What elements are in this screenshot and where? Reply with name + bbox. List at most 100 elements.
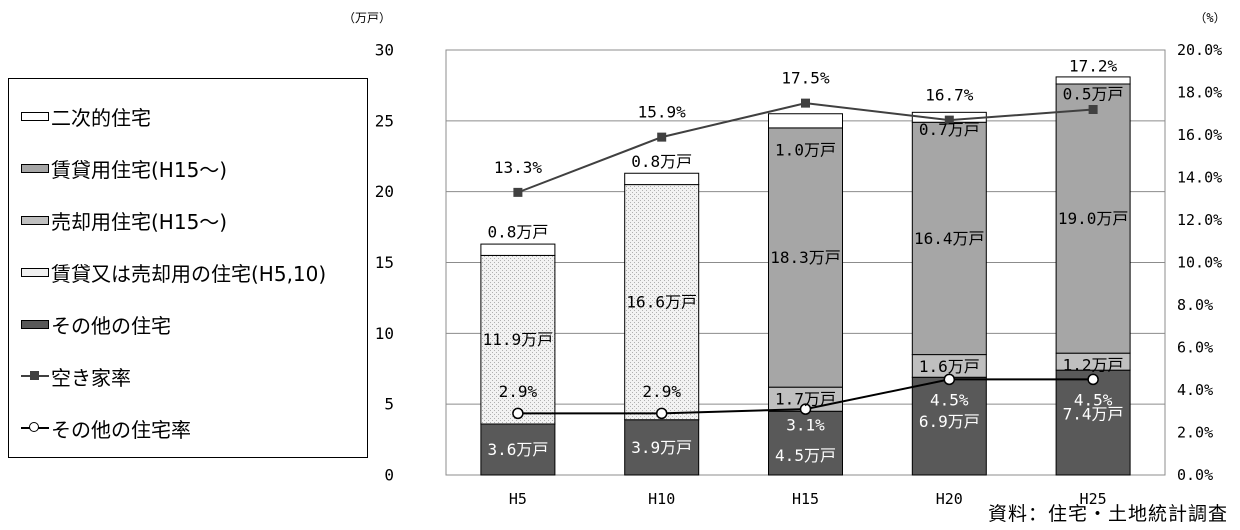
vacancy-rate-label: 15.9% (638, 103, 687, 122)
other-housing-rate-marker (943, 373, 956, 386)
bar-data-label: 7.4万戸 (1063, 405, 1124, 424)
bar-data-label: 0.8万戸 (487, 223, 548, 242)
y-right-tick-label: 0.0% (1177, 466, 1213, 484)
y-left-tick-label: 15 (375, 253, 394, 272)
legend-label: その他の住宅 (51, 313, 171, 338)
vacancy-rate-marker (657, 132, 667, 142)
legend-swatch-secondary-housing (21, 111, 49, 121)
data-labels: 3.6万戸 11.9万戸 0.8万戸 3.9万戸 16.6万戸 0.8万戸 4.5万戸 1.7… (483, 57, 1129, 465)
y-right-tick-label: 12.0% (1177, 211, 1222, 229)
bar-segment (1055, 83, 1131, 354)
axes: 0 5 10 15 20 25 30 0.0% 2.0% 4.0% 6.0% 8.0% 10.0% 12.… (343, 11, 1226, 508)
y-left-tick-label: 5 (384, 395, 394, 414)
legend-label: 賃貸用住宅(H15～) (51, 157, 228, 182)
other-housing-rate-label: 3.1% (786, 416, 825, 435)
bar-data-label: 1.2万戸 (1063, 356, 1124, 375)
legend: 二次的住宅 賃貸用住宅(H15～) 売却用住宅(H15～) 賃貸又は売却用の住宅… (8, 78, 368, 458)
y-right-unit-label: （%） (1194, 11, 1225, 25)
legend-label: 売却用住宅(H15～) (51, 209, 228, 234)
y-left-tick-label: 0 (384, 466, 394, 485)
x-tick-label: H25 (1080, 490, 1107, 508)
y-right-tick-label: 8.0% (1177, 296, 1213, 314)
bar-data-label: 16.6万戸 (626, 293, 697, 312)
other-housing-rate-marker (655, 407, 668, 420)
bar-segment (624, 172, 700, 186)
bar-data-label: 1.7万戸 (775, 390, 836, 409)
bar-data-label: 1.0万戸 (775, 140, 836, 159)
bar-segment (768, 113, 843, 129)
legend-label: 賃貸又は売却用の住宅(H5,10) (51, 261, 327, 286)
legend-item-other-housing-rate: その他の住宅率 (21, 413, 191, 443)
bar-segment (480, 243, 556, 256)
y-left-tick-label: 25 (375, 111, 394, 130)
bar-segment (624, 184, 700, 421)
x-tick-label: H20 (936, 490, 963, 508)
bar-data-label: 16.4万戸 (914, 229, 985, 248)
y-left-tick-label: 20 (375, 182, 394, 201)
other-housing-rate-label: 2.9% (499, 382, 538, 401)
y-right-tick-label: 16.0% (1177, 126, 1222, 144)
y-left-tick-label: 30 (375, 41, 394, 60)
other-housing-rate-label: 2.9% (642, 382, 681, 401)
bar-data-label: 0.5万戸 (1063, 84, 1124, 103)
vacancy-rate-label: 17.2% (1069, 57, 1118, 76)
vacancy-rate-label: 17.5% (781, 69, 830, 88)
y-right-tick-label: 6.0% (1177, 339, 1213, 357)
bar-data-label: 3.6万戸 (487, 440, 548, 459)
bar-segment (1055, 369, 1131, 476)
bar-segment (911, 121, 987, 356)
vacancy-rate-marker (801, 98, 810, 108)
legend-item-secondary-housing: 二次的住宅 (21, 101, 151, 131)
other-housing-rate-marker (1087, 373, 1099, 386)
legend-label: 二次的住宅 (51, 105, 151, 130)
bar-data-label: 0.8万戸 (631, 152, 692, 171)
legend-swatch-rental-or-sale-housing (21, 267, 49, 277)
vacancy-rate-label: 13.3% (494, 158, 543, 177)
legend-swatch-other-housing (21, 319, 49, 329)
legend-swatch-sale-housing (21, 215, 49, 225)
y-left-unit-label: （万戸） (343, 11, 391, 25)
legend-swatch-rental-housing (21, 163, 49, 173)
vacancy-rate-marker (513, 187, 523, 197)
lines (512, 98, 1099, 420)
other-housing-rate-marker (512, 407, 524, 420)
legend-swatch-vacancy-rate (21, 370, 49, 382)
x-tick-label: H10 (648, 490, 675, 508)
bar-data-label: 1.6万戸 (919, 357, 980, 376)
bar-segment (480, 423, 556, 476)
legend-label: その他の住宅率 (51, 417, 191, 442)
vacancy-rate-label: 16.7% (925, 86, 974, 105)
bars (480, 76, 1131, 476)
legend-item-rental-housing: 賃貸用住宅(H15～) (21, 153, 227, 183)
legend-item-other-housing: その他の住宅 (21, 309, 171, 339)
bar-data-label: 3.9万戸 (631, 438, 692, 457)
bar-data-label: 4.5万戸 (775, 446, 836, 465)
other-housing-rate-label: 4.5% (930, 391, 969, 410)
bar-segment (1055, 76, 1131, 85)
bar-data-label: 11.9万戸 (483, 330, 554, 349)
bar-data-label: 19.0万戸 (1058, 209, 1129, 228)
y-right-tick-label: 20.0% (1177, 41, 1222, 59)
other-housing-rate-marker (799, 403, 812, 415)
bar-data-label: 0.7万戸 (919, 120, 980, 139)
vacancy-rate-marker (1088, 105, 1098, 114)
legend-item-vacancy-rate: 空き家率 (21, 361, 131, 391)
other-housing-rate-label: 4.5% (1074, 391, 1113, 410)
bar-segment (624, 419, 700, 476)
x-tick-label: H15 (792, 490, 819, 508)
bar-data-label: 18.3万戸 (770, 248, 841, 267)
legend-item-sale-housing: 売却用住宅(H15～) (21, 205, 227, 235)
bar-segment (768, 410, 843, 476)
bar-segment (911, 376, 987, 476)
vacancy-rate-marker (944, 115, 954, 125)
y-right-tick-label: 14.0% (1177, 169, 1222, 187)
source-note: 資料：住宅・土地統計調査 (987, 503, 1228, 525)
legend-item-rental-or-sale-housing: 賃貸又は売却用の住宅(H5,10) (21, 257, 326, 287)
bar-segment (768, 127, 843, 388)
y-right-tick-label: 18.0% (1177, 84, 1222, 102)
x-tick-label: H5 (509, 490, 527, 508)
y-right-tick-label: 4.0% (1177, 381, 1213, 399)
bar-segment (480, 254, 556, 425)
legend-label: 空き家率 (51, 365, 131, 390)
